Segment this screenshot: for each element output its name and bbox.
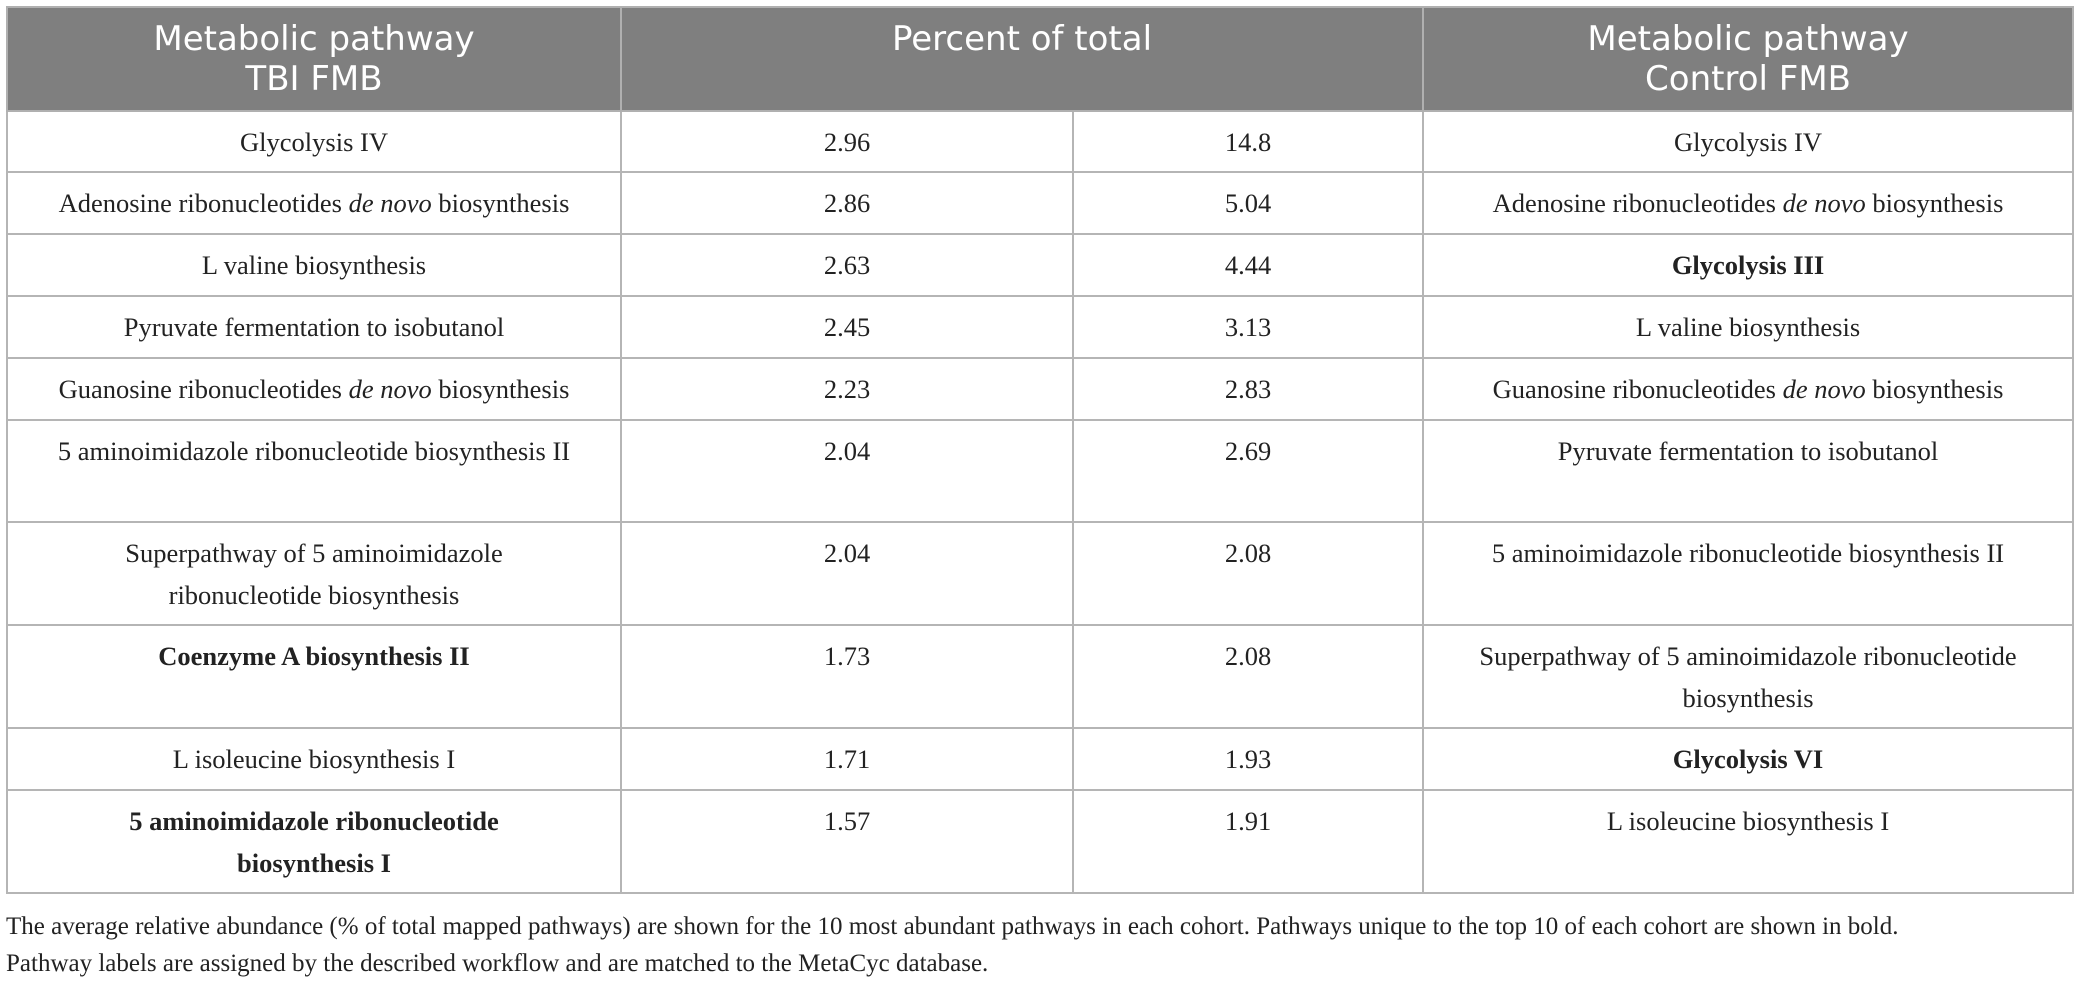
text-italic: de novo: [348, 188, 432, 218]
header-percent-of-total: Percent of total: [619, 6, 1425, 112]
tbi-pathway-cell: L isoleucine biosynthesis I: [6, 727, 622, 791]
table-container: Metabolic pathway TBI FMB Percent of tot…: [6, 6, 2075, 894]
control-percent-cell: 2.83: [1071, 357, 1425, 421]
control-percent-cell: 3.13: [1071, 295, 1425, 359]
header-percent-label: Percent of total: [891, 19, 1153, 59]
tbi-percent-cell: 1.71: [620, 727, 1074, 791]
header-control-line1: Metabolic pathway: [1587, 19, 1909, 59]
control-percent-cell: 4.44: [1071, 233, 1425, 297]
table-caption: The average relative abundance (% of tot…: [6, 908, 2076, 982]
tbi-percent-cell: 1.57: [620, 789, 1074, 894]
control-percent-cell: 1.93: [1071, 727, 1425, 791]
table-row: Glycolysis IV 2.96 14.8 Glycolysis IV: [6, 110, 2075, 173]
tbi-pathway-cell: L valine biosynthesis: [6, 233, 622, 297]
tbi-percent-cell: 2.45: [620, 295, 1074, 359]
header-tbi-pathway: Metabolic pathway TBI FMB: [6, 6, 622, 112]
caption-line-1: The average relative abundance (% of tot…: [6, 913, 1899, 940]
caption-line-2: Pathway labels are assigned by the descr…: [6, 950, 989, 977]
text-pre: Guanosine ribonucleotides: [1492, 374, 1783, 404]
control-pathway-cell: Pyruvate fermentation to isobutanol: [1422, 419, 2075, 523]
control-pathway-cell: Guanosine ribonucleotides de novo biosyn…: [1422, 357, 2075, 421]
control-pathway-cell-bold: Glycolysis III: [1422, 233, 2075, 297]
tbi-percent-cell: 2.96: [620, 110, 1074, 173]
table-row: Coenzyme A biosynthesis II 1.73 2.08 Sup…: [6, 624, 2075, 729]
tbi-percent-cell: 2.86: [620, 171, 1074, 235]
table-row: Pyruvate fermentation to isobutanol 2.45…: [6, 295, 2075, 359]
table-row: 5 aminoimidazole ribonucleotide biosynth…: [6, 789, 2075, 894]
pathway-table: Metabolic pathway TBI FMB Percent of tot…: [6, 6, 2075, 894]
tbi-percent-cell: 2.04: [620, 521, 1074, 626]
header-percent-spacer: [630, 59, 1414, 99]
header-control-pathway: Metabolic pathway Control FMB: [1422, 6, 2075, 112]
header-tbi-line1: Metabolic pathway: [153, 19, 475, 59]
text-pre: Adenosine ribonucleotides: [1492, 188, 1783, 218]
tbi-pathway-cell-bold: Coenzyme A biosynthesis II: [6, 624, 622, 729]
table-row: 5 aminoimidazole ribonucleotide biosynth…: [6, 419, 2075, 523]
control-pathway-cell: 5 aminoimidazole ribonucleotide biosynth…: [1422, 521, 2075, 626]
tbi-pathway-cell: Adenosine ribonucleotides de novo biosyn…: [6, 171, 622, 235]
tbi-percent-cell: 1.73: [620, 624, 1074, 729]
table-row: Adenosine ribonucleotides de novo biosyn…: [6, 171, 2075, 235]
header-tbi-line2: TBI FMB: [245, 59, 383, 99]
text-post: biosynthesis: [431, 374, 570, 404]
control-pathway-cell: Superpathway of 5 aminoimidazole ribonuc…: [1422, 624, 2075, 729]
control-percent-cell: 2.08: [1071, 521, 1425, 626]
control-percent-cell: 1.91: [1071, 789, 1425, 894]
tbi-pathway-cell: 5 aminoimidazole ribonucleotide biosynth…: [6, 419, 622, 523]
control-pathway-cell-bold: Glycolysis VI: [1422, 727, 2075, 791]
table-row: L valine biosynthesis 2.63 4.44 Glycolys…: [6, 233, 2075, 297]
text-post: biosynthesis: [1865, 188, 2004, 218]
table-row: Superpathway of 5 aminoimidazole ribonuc…: [6, 521, 2075, 626]
text-pre: Guanosine ribonucleotides: [58, 374, 349, 404]
text-italic: de novo: [1782, 188, 1866, 218]
text-post: biosynthesis: [431, 188, 570, 218]
tbi-pathway-cell: Glycolysis IV: [6, 110, 622, 173]
table-row: Guanosine ribonucleotides de novo biosyn…: [6, 357, 2075, 421]
control-pathway-cell: Adenosine ribonucleotides de novo biosyn…: [1422, 171, 2075, 235]
tbi-percent-cell: 2.04: [620, 419, 1074, 523]
tbi-pathway-cell: Pyruvate fermentation to isobutanol: [6, 295, 622, 359]
control-percent-cell: 2.69: [1071, 419, 1425, 523]
tbi-pathway-cell: Guanosine ribonucleotides de novo biosyn…: [6, 357, 622, 421]
header-row: Metabolic pathway TBI FMB Percent of tot…: [6, 6, 2075, 112]
text-italic: de novo: [348, 374, 432, 404]
text-post: biosynthesis: [1865, 374, 2004, 404]
control-percent-cell: 2.08: [1071, 624, 1425, 729]
tbi-percent-cell: 2.63: [620, 233, 1074, 297]
tbi-percent-cell: 2.23: [620, 357, 1074, 421]
header-control-line2: Control FMB: [1645, 59, 1851, 99]
control-percent-cell: 5.04: [1071, 171, 1425, 235]
tbi-pathway-cell-bold: 5 aminoimidazole ribonucleotide biosynth…: [6, 789, 622, 894]
text-pre: Adenosine ribonucleotides: [58, 188, 349, 218]
table-row: L isoleucine biosynthesis I 1.71 1.93 Gl…: [6, 727, 2075, 791]
control-pathway-cell: L isoleucine biosynthesis I: [1422, 789, 2075, 894]
control-pathway-cell: L valine biosynthesis: [1422, 295, 2075, 359]
text-italic: de novo: [1782, 374, 1866, 404]
control-percent-cell: 14.8: [1071, 110, 1425, 173]
control-pathway-cell: Glycolysis IV: [1422, 110, 2075, 173]
tbi-pathway-cell: Superpathway of 5 aminoimidazole ribonuc…: [6, 521, 622, 626]
